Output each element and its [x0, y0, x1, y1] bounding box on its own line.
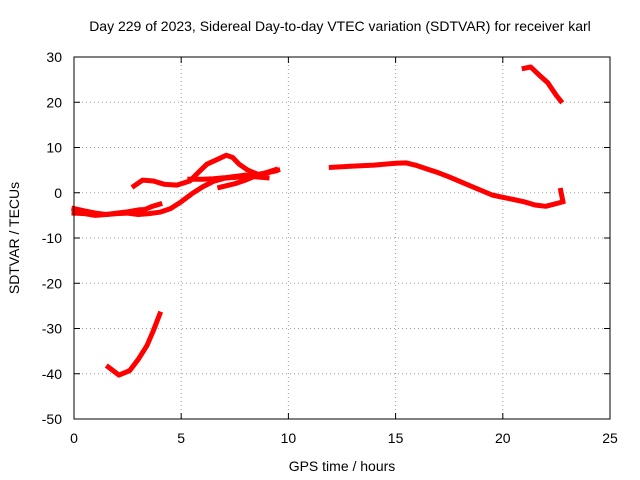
- chart-title: Day 229 of 2023, Sidereal Day-to-day VTE…: [89, 18, 591, 34]
- data-series: [71, 64, 566, 378]
- y-tick-label: 10: [46, 140, 62, 156]
- series-line-arc-2: [71, 200, 163, 217]
- x-tick-label: 20: [495, 430, 511, 446]
- series-line-arc-5: [216, 166, 279, 191]
- x-tick-label: 0: [70, 430, 78, 446]
- y-tick-label: -10: [42, 230, 62, 246]
- y-axis-label: SDTVAR / TECUs: [6, 182, 22, 294]
- series-line-arc-8: [557, 187, 566, 204]
- y-tick-label: -50: [42, 411, 62, 427]
- x-tick-label: 15: [388, 430, 404, 446]
- axis-ticks: 0 5 10 15 20 25 -50 -40 -30 -20 -10 0 10 20 30: [42, 49, 618, 446]
- grid-lines: [74, 57, 610, 419]
- y-tick-label: 20: [46, 94, 62, 110]
- plot-frame: [73, 56, 611, 420]
- y-tick-label: -40: [42, 366, 62, 382]
- x-tick-label: 25: [602, 430, 618, 446]
- series-line-arc-7: [328, 160, 566, 209]
- x-axis-label: GPS time / hours: [289, 458, 396, 474]
- y-tick-label: 0: [54, 185, 62, 201]
- series-line-arc-9: [521, 64, 565, 105]
- x-tick-label: 5: [177, 430, 185, 446]
- y-tick-label: 30: [46, 49, 62, 65]
- y-tick-label: -30: [42, 321, 62, 337]
- y-tick-label: -20: [42, 275, 62, 291]
- series-line-arc-3: [130, 152, 281, 190]
- x-tick-label: 10: [281, 430, 297, 446]
- series-line-arc-6: [104, 310, 164, 378]
